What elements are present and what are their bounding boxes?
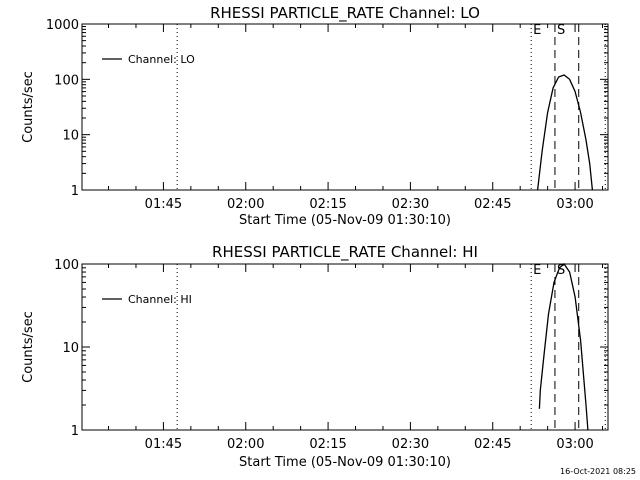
c0-series-line — [536, 74, 594, 191]
c0-x-tick-label: 02:45 — [474, 197, 511, 212]
c1-x-tick-label: 02:30 — [392, 437, 429, 452]
c1-plot-frame — [81, 263, 609, 431]
c0-y-tick-label: 100 — [54, 73, 79, 88]
c1-x-tick-label: 03:00 — [556, 437, 593, 452]
c1-series-line — [538, 263, 589, 431]
c1-x-tick-label: 02:45 — [474, 437, 511, 452]
c0-plot-frame — [81, 23, 609, 191]
c1-x-axis-label: Start Time (05-Nov-09 01:30:10) — [239, 455, 451, 470]
c0-chart-title: RHESSI PARTICLE_RATE Channel: LO — [210, 4, 480, 23]
c0-x-tick-label: 02:15 — [309, 197, 346, 212]
c0-x-tick-label: 03:00 — [556, 197, 593, 212]
c0-x-tick-label: 01:45 — [145, 197, 182, 212]
c1-chart-title: RHESSI PARTICLE_RATE Channel: HI — [212, 243, 478, 262]
c0-y-tick-label: 1 — [71, 184, 79, 199]
c0-x-tick-label: 02:00 — [227, 197, 264, 212]
c1-x-tick-label: 01:45 — [145, 437, 182, 452]
c1-legend-label: Channel: HI — [128, 293, 192, 306]
c0-y-tick-label: 10 — [62, 129, 79, 144]
c1-x-tick-label: 02:15 — [309, 437, 346, 452]
c0-x-tick-label: 02:30 — [392, 197, 429, 212]
c1-marker-label: E — [533, 263, 541, 278]
c0-legend-label: Channel: LO — [128, 53, 195, 66]
c1-x-tick-label: 02:00 — [227, 437, 264, 452]
c0-marker-label: E — [533, 23, 541, 38]
c0-x-axis-label: Start Time (05-Nov-09 01:30:10) — [239, 213, 451, 228]
timestamp: 16-Oct-2021 08:25 — [560, 467, 636, 476]
c1-y-tick-label: 100 — [54, 258, 79, 273]
chart-panel-hi: RHESSI PARTICLE_RATE Channel: HI Start Ti… — [21, 243, 609, 470]
c1-marker-label: S — [557, 263, 565, 278]
c0-y-axis-label: Counts/sec — [21, 71, 36, 143]
c0-y-tick-label: 1000 — [46, 18, 79, 33]
c1-y-axis-label: Counts/sec — [21, 311, 36, 383]
c1-y-tick-label: 10 — [62, 341, 79, 356]
c0-marker-label: S — [557, 23, 565, 38]
c1-y-tick-label: 1 — [71, 424, 79, 439]
chart-panel-lo: RHESSI PARTICLE_RATE Channel: LO Start Ti… — [21, 4, 609, 228]
